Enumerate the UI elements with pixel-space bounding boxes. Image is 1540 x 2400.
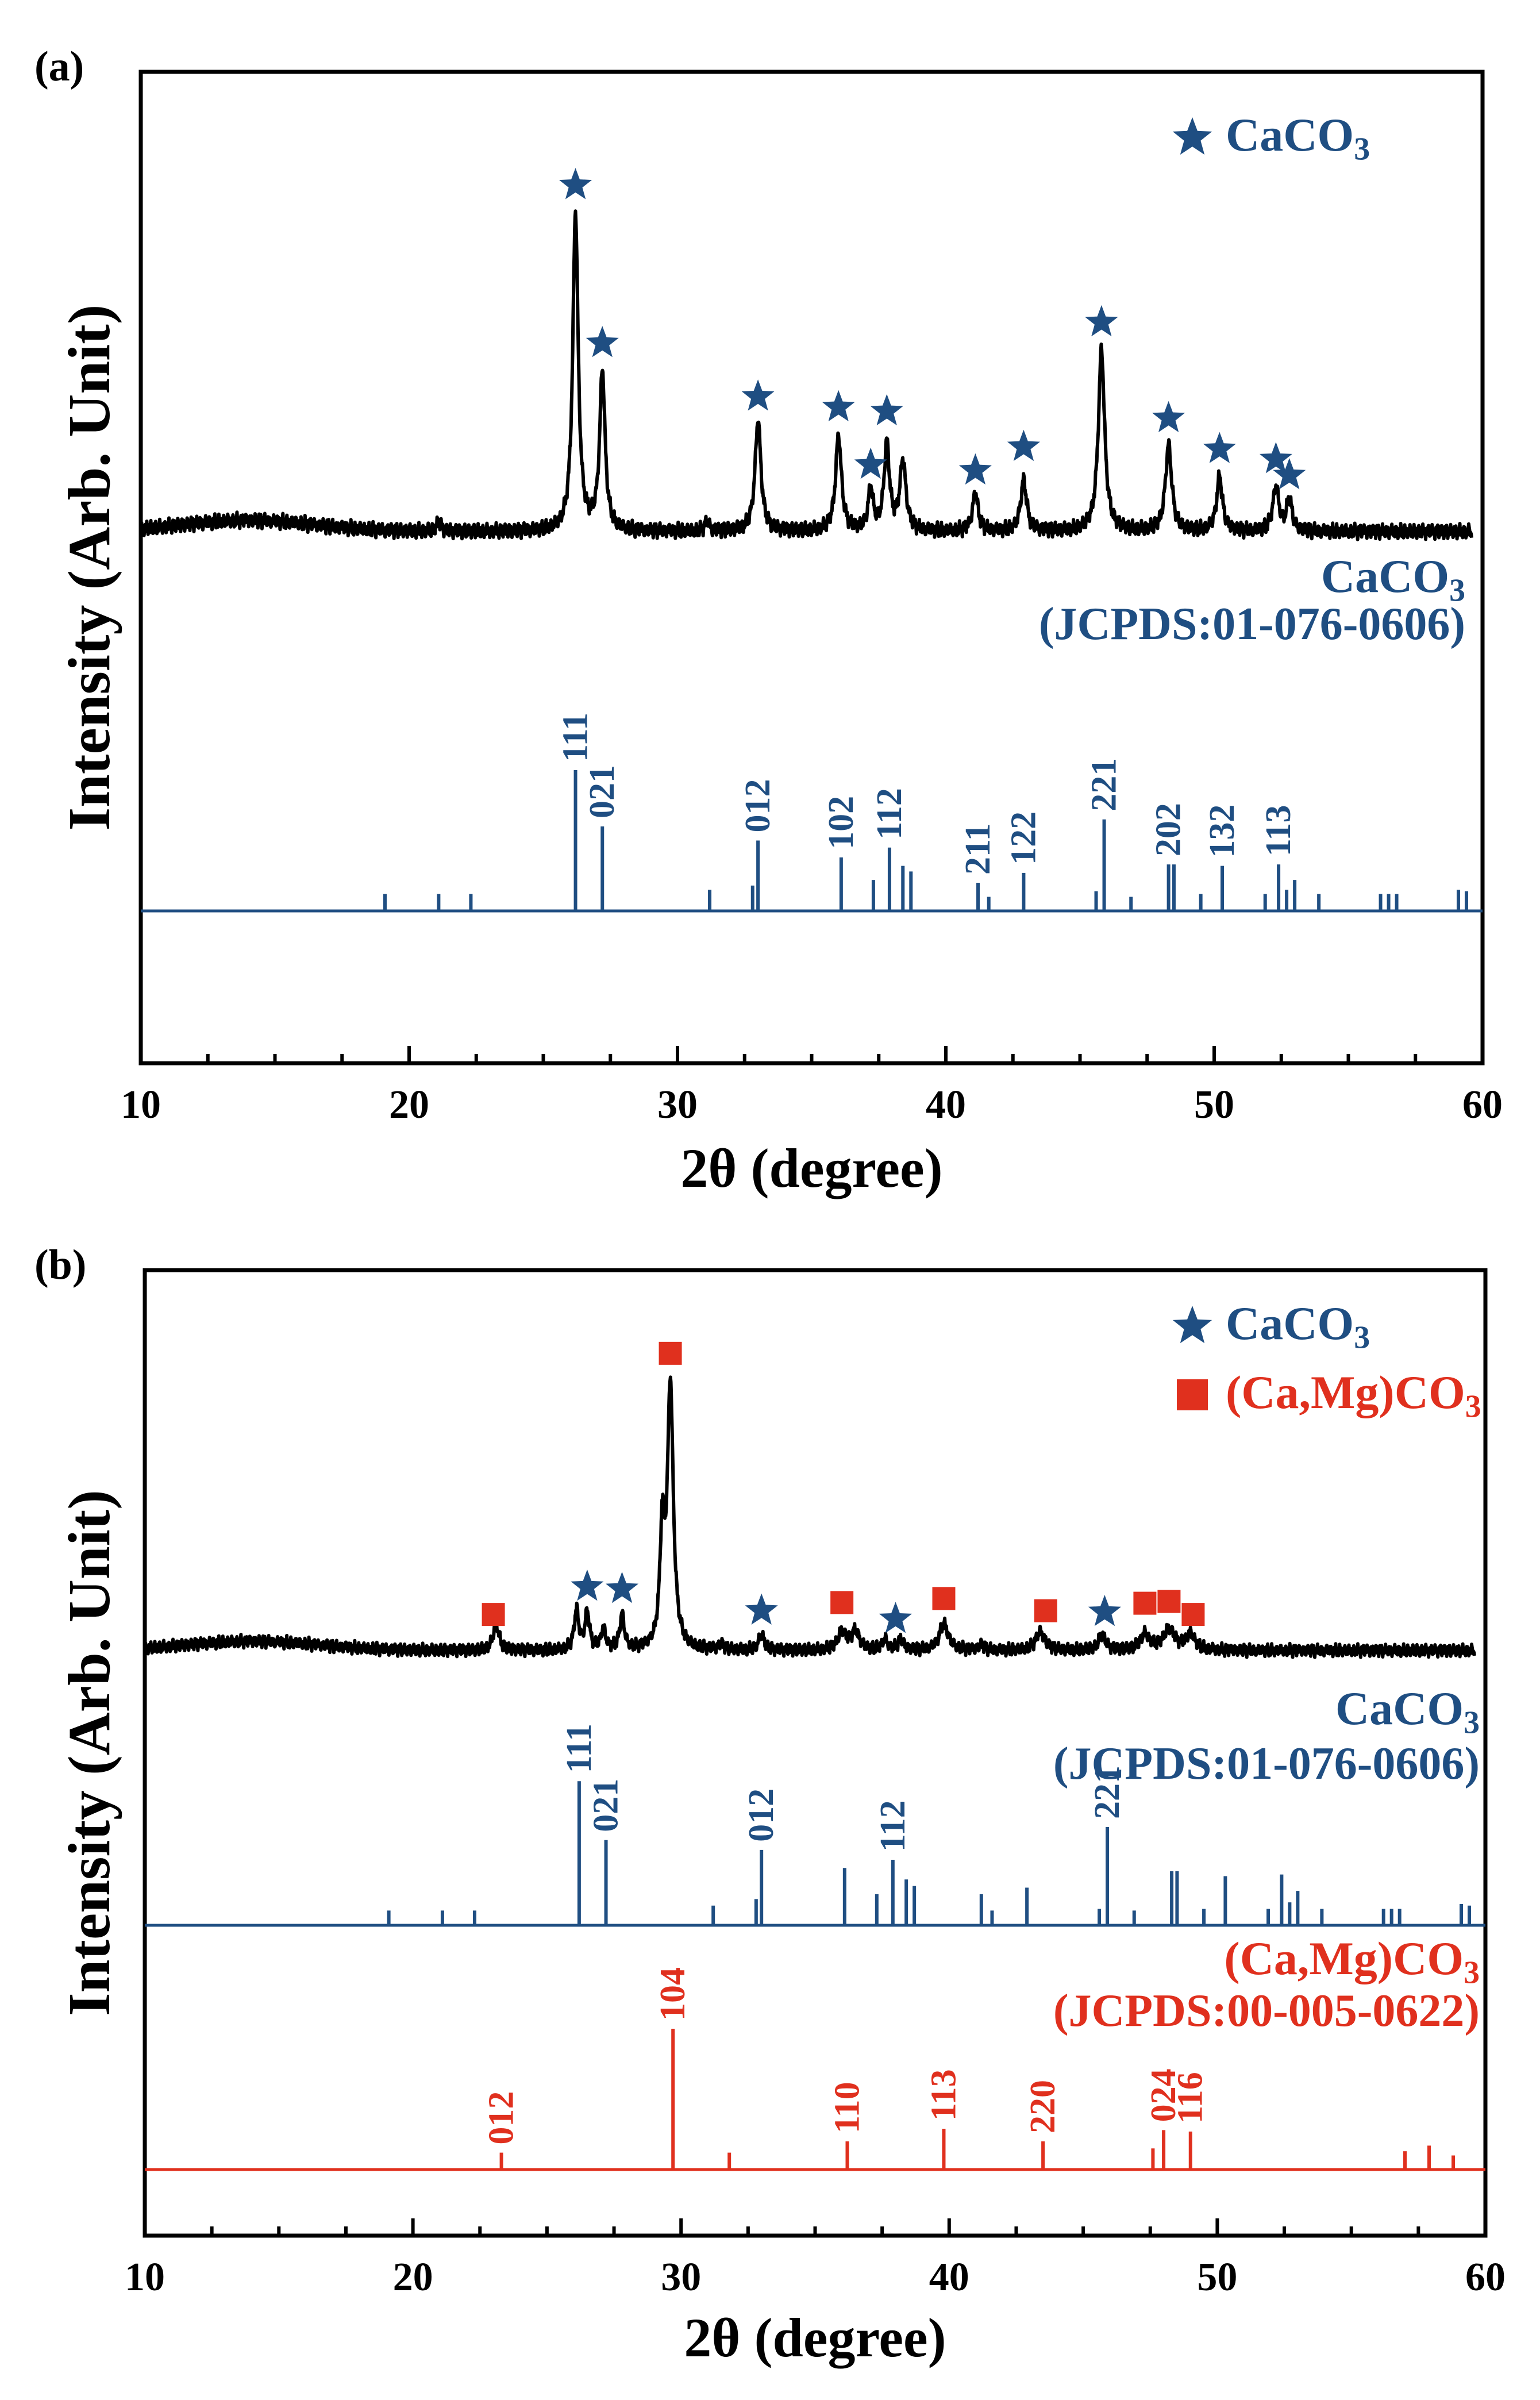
- miller-index-label: 012: [742, 1789, 781, 1842]
- miller-index-label: 122: [1004, 811, 1043, 865]
- dolomite-square-marker: [482, 1603, 505, 1626]
- legend-label-main: CaCO: [1226, 1297, 1354, 1349]
- y-axis-label: Intensity (Arb. Unit): [56, 305, 122, 831]
- reference-card-number: (JCPDS:01-076-0606): [1053, 1739, 1480, 1789]
- miller-index-label: 112: [873, 1800, 913, 1852]
- calcite-star-marker: [1152, 401, 1185, 432]
- reference-phase-name-subscript: 3: [1464, 1705, 1480, 1741]
- panel-label: (b): [34, 1241, 86, 1289]
- miller-index-label: 111: [560, 1724, 599, 1773]
- calcite-star-marker: [822, 390, 855, 422]
- miller-index-label: 202: [1149, 803, 1188, 856]
- panel-label: (a): [34, 43, 84, 90]
- x-tick-label: 40: [926, 1083, 966, 1127]
- x-axis-label: 2θ (degree): [684, 2307, 946, 2368]
- miller-index-label: 012: [482, 2091, 521, 2145]
- reference-card-number: (JCPDS:00-005-0622): [1053, 1986, 1480, 2036]
- miller-index-label: 221: [1085, 758, 1124, 811]
- x-tick-label: 30: [657, 1083, 698, 1127]
- calcite-star-marker: [870, 394, 903, 426]
- x-tick-label: 10: [121, 1083, 161, 1127]
- dolomite-square-marker: [1181, 1603, 1205, 1626]
- dolomite-square-marker: [932, 1587, 956, 1610]
- x-axis-label: 2θ (degree): [680, 1137, 942, 1199]
- miller-index-label: 132: [1203, 805, 1242, 858]
- x-tick-label: 60: [1462, 1083, 1503, 1127]
- legend-label-main: CaCO: [1226, 109, 1354, 161]
- plot-frame: [138, 70, 1485, 1066]
- x-tick-label: 20: [393, 2255, 433, 2299]
- x-tick-label: 30: [661, 2255, 701, 2299]
- miller-index-label: 111: [556, 713, 595, 762]
- calcite-star-marker: [745, 1593, 778, 1625]
- calcite-star-marker: [854, 447, 887, 479]
- legend-star-marker: [1172, 117, 1212, 155]
- calcite-star-marker: [741, 379, 775, 411]
- calcite-star-marker: [879, 1602, 912, 1633]
- dolomite-square-marker: [830, 1591, 854, 1614]
- reference-card-number: (JCPDS:01-076-0606): [1039, 599, 1465, 649]
- panel-b: 10 20 30 40 50 60 2θ (degree) Intensity (Arb. U…: [34, 1241, 1506, 2368]
- calcite-star-marker: [1273, 458, 1306, 490]
- x-tick-label: 50: [1194, 1083, 1234, 1127]
- dolomite-square-marker: [659, 1341, 682, 1365]
- miller-index-label: 021: [583, 765, 622, 818]
- reference-phase-name-main: (Ca,Mg)CO: [1224, 1932, 1464, 1984]
- legend-label-main: (Ca,Mg)CO: [1226, 1366, 1465, 1418]
- dolomite-square-marker: [1034, 1599, 1057, 1622]
- x-tick-label: 10: [125, 2255, 165, 2299]
- reference-phase-name-subscript: 3: [1449, 573, 1465, 609]
- calcite-star-marker: [1085, 305, 1118, 337]
- miller-index-label: 113: [924, 2069, 963, 2121]
- calcite-star-marker: [1203, 432, 1236, 463]
- legend-star-marker: [1172, 1306, 1212, 1344]
- legend-label: CaCO3: [1226, 1297, 1370, 1356]
- legend-label: (Ca,Mg)CO3: [1226, 1366, 1481, 1425]
- measured-pattern-line: [139, 209, 1473, 541]
- panel-a: 10 20 30 40 50 60 2θ (degree) Intensity (Arb. U…: [34, 43, 1503, 1199]
- reference-phase-name: CaCO3: [1321, 550, 1465, 609]
- x-tick-label: 40: [929, 2255, 969, 2299]
- reference-phase-name-main: CaCO: [1335, 1682, 1464, 1734]
- miller-index-label: 110: [827, 2082, 867, 2133]
- reference-phase-name: (Ca,Mg)CO3: [1224, 1932, 1480, 1991]
- x-tick-label: 50: [1197, 2255, 1237, 2299]
- reference-phase-name-main: CaCO: [1321, 550, 1449, 602]
- legend-label-subscript: 3: [1465, 1389, 1481, 1425]
- miller-index-label: 104: [653, 1967, 692, 2021]
- x-tick-label: 60: [1465, 2255, 1506, 2299]
- calcite-star-marker: [606, 1571, 639, 1603]
- calcite-star-marker: [571, 1570, 604, 1601]
- legend-label-subscript: 3: [1354, 1320, 1370, 1356]
- miller-index-label: 211: [958, 823, 998, 875]
- legend-label-subscript: 3: [1354, 132, 1370, 167]
- y-axis-label: Intensity (Arb. Unit): [56, 1490, 122, 2016]
- calcite-star-marker: [1259, 442, 1292, 474]
- miller-index-label: 113: [1259, 805, 1298, 857]
- miller-index-label: 116: [1171, 2072, 1210, 2124]
- calcite-star-marker: [1088, 1595, 1121, 1626]
- miller-index-label: 221: [1088, 1766, 1127, 1819]
- reference-phase-name-subscript: 3: [1464, 1955, 1480, 1991]
- miller-index-label: 220: [1023, 2080, 1062, 2133]
- reference-phase-name: CaCO3: [1335, 1682, 1480, 1741]
- miller-index-label: 102: [822, 796, 861, 849]
- dolomite-square-marker: [1157, 1590, 1181, 1613]
- legend-label: CaCO3: [1226, 109, 1370, 167]
- calcite-star-marker: [559, 168, 592, 199]
- calcite-star-marker: [1007, 429, 1040, 461]
- calcite-star-marker: [958, 453, 992, 485]
- dolomite-square-marker: [1133, 1591, 1157, 1615]
- x-tick-label: 20: [389, 1083, 429, 1127]
- miller-index-label: 021: [587, 1779, 626, 1832]
- legend-square-marker: [1177, 1379, 1208, 1410]
- miller-index-label: 024: [1144, 2068, 1183, 2122]
- miller-index-label: 012: [738, 779, 777, 833]
- miller-index-label: 112: [870, 788, 909, 840]
- measured-pattern-line: [143, 1375, 1476, 1659]
- calcite-star-marker: [586, 326, 619, 357]
